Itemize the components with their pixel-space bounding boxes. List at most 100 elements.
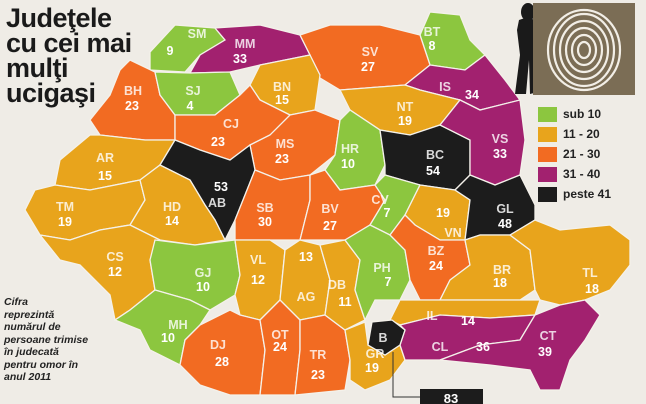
county-code-label: BT: [424, 25, 441, 39]
county-code-label: IL: [426, 309, 437, 323]
county-value-label: 14: [165, 214, 179, 228]
county-code-label: MM: [235, 37, 256, 51]
county-ct: [439, 299, 601, 391]
county-code-label: SJ: [185, 84, 200, 98]
county-value-label: 19: [436, 206, 450, 220]
title-line: ucigaşi: [6, 78, 96, 108]
note-line: reprezintă: [4, 308, 55, 321]
county-code-label: VS: [492, 132, 509, 146]
county-value-label: 19: [365, 361, 379, 375]
county-code-label: BH: [124, 84, 142, 98]
county-value-label: 7: [385, 275, 392, 289]
map-title: Judeţele cu cei mai mulţi ucigaşi: [6, 3, 132, 108]
county-code-label: DB: [328, 278, 346, 292]
county-value-label: 10: [341, 157, 355, 171]
note-line: anul 2011: [4, 371, 52, 383]
county-tl: [508, 219, 631, 306]
note-line: Cifra: [4, 296, 28, 308]
note-line: pentru omor în: [4, 358, 79, 371]
county-value-label: 28: [215, 355, 229, 369]
county-code-label: B: [378, 331, 387, 345]
county-code-label: BC: [426, 148, 444, 162]
explanatory-note: Cifra reprezintă numărul de persoane tri…: [4, 296, 88, 384]
county-code-label: SV: [362, 45, 379, 59]
county-br: [438, 234, 536, 301]
county-code-label: HD: [163, 200, 181, 214]
legend-swatch: [538, 186, 557, 202]
county-b: [367, 319, 406, 356]
fingerprint-icon: [533, 3, 635, 95]
county-gj: [149, 239, 241, 311]
county-value-label: 27: [361, 60, 375, 74]
county-code-label: BN: [273, 80, 291, 94]
county-value-label: 15: [98, 169, 112, 183]
county-value-label: 4: [187, 99, 194, 113]
county-code-label: VN: [444, 226, 461, 240]
legend-label: peste 41: [563, 187, 612, 201]
county-value-label: 34: [465, 88, 479, 102]
county-code-label: BV: [321, 202, 339, 216]
county-code-label: CV: [371, 193, 389, 207]
legend-swatch: [538, 106, 557, 122]
legend-swatch: [538, 126, 557, 142]
legend-item: 31 - 40: [538, 164, 611, 184]
county-code-label: PH: [373, 261, 390, 275]
county-value-label: 54: [426, 164, 440, 178]
legend-item: 21 - 30: [538, 144, 611, 164]
county-code-label: GJ: [195, 266, 212, 280]
county-code-label: BR: [493, 263, 511, 277]
county-value-label: 23: [311, 368, 325, 382]
county-code-label: AG: [297, 290, 316, 304]
county-value-label: 15: [275, 93, 289, 107]
county-value-label: 24: [273, 340, 287, 354]
county-value-label: 30: [258, 215, 272, 229]
legend-swatch: [538, 166, 557, 182]
legend-swatch: [538, 146, 557, 162]
county-code-label: AB: [208, 196, 226, 210]
legend-item: sub 10: [538, 104, 611, 124]
county-value-label: 18: [493, 276, 507, 290]
county-code-label: HR: [341, 142, 359, 156]
county-value-label: 53: [214, 180, 228, 194]
county-code-label: CS: [106, 250, 123, 264]
county-value-label: 23: [125, 99, 139, 113]
county-code-label: NT: [397, 100, 414, 114]
county-value-label: 19: [398, 114, 412, 128]
county-value-label: 23: [275, 152, 289, 166]
bucharest-value: 83: [444, 391, 458, 404]
county-value-label: 39: [538, 345, 552, 359]
county-value-label: 24: [429, 259, 443, 273]
title-line: mulţi: [6, 53, 68, 83]
county-value-label: 12: [251, 273, 265, 287]
county-code-label: CJ: [223, 117, 239, 131]
county-hd: [129, 164, 226, 246]
county-code-label: TL: [582, 266, 598, 280]
bucharest-callout: 83: [392, 352, 483, 404]
county-value-label: 7: [384, 206, 391, 220]
county-code-label: BZ: [428, 244, 445, 258]
note-line: în judecată: [4, 346, 59, 358]
county-value-label: 8: [429, 39, 436, 53]
legend-label: 21 - 30: [563, 147, 601, 161]
county-value-label: 23: [211, 135, 225, 149]
county-value-label: 12: [108, 265, 122, 279]
county-value-label: 48: [498, 217, 512, 231]
county-code-label: DJ: [210, 338, 226, 352]
county-value-label: 14: [461, 314, 475, 328]
county-code-label: GR: [366, 347, 385, 361]
title-line: Judeţele: [6, 3, 112, 33]
county-code-label: GL: [496, 202, 514, 216]
legend-label: 31 - 40: [563, 167, 601, 181]
county-code-label: MH: [168, 318, 187, 332]
county-value-label: 18: [585, 282, 599, 296]
legend-item: 11 - 20: [538, 124, 611, 144]
county-value-label: 9: [167, 44, 174, 58]
legend-label: 11 - 20: [563, 127, 600, 141]
county-value-label: 33: [233, 52, 247, 66]
bucharest-value-box: [420, 389, 483, 404]
county-code-label: CT: [540, 329, 557, 343]
legend-item: peste 41: [538, 184, 611, 204]
county-value-label: 11: [338, 295, 351, 309]
county-value-label: 10: [196, 280, 210, 294]
